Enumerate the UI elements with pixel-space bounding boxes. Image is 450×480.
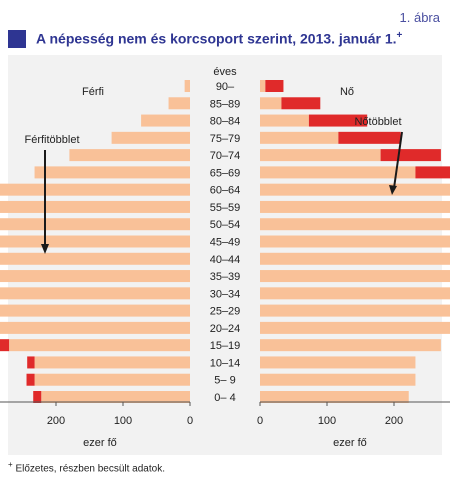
age-label-10: 50–54	[210, 219, 241, 231]
male-bar-5	[0, 304, 190, 317]
age-label-8: 40–44	[210, 254, 241, 266]
age-label-6: 30–34	[210, 288, 241, 300]
age-label-0: 0– 4	[214, 392, 235, 404]
female-bar-16	[260, 114, 309, 127]
male-tick-label-3: 200	[47, 415, 65, 427]
age-header: éves	[213, 66, 237, 78]
male-bar-8	[0, 252, 190, 265]
male-surplus-bar-3	[0, 339, 10, 352]
female-x-axis-title: ezer fő	[333, 437, 367, 449]
male-bar-13	[34, 166, 191, 179]
male-bar-0	[41, 391, 191, 403]
age-label-17: 85–89	[210, 98, 241, 110]
female-surplus-bar-13	[415, 166, 450, 179]
age-label-16: 80–84	[210, 116, 241, 128]
male-surplus-annotation: Férfitöbblet	[24, 134, 79, 146]
female-surplus-arrowhead	[389, 185, 397, 195]
female-surplus-bar-15	[338, 131, 401, 144]
footnote: + Előzetes, részben becsült adatok.	[8, 460, 165, 474]
age-label-12: 60–64	[210, 185, 241, 197]
male-bar-11	[0, 200, 190, 213]
male-surplus-bar-0	[33, 391, 42, 403]
female-bar-10	[260, 218, 450, 231]
male-bar-4	[0, 321, 190, 334]
male-bar-15	[111, 131, 190, 144]
female-surplus-annotation: Nőtöbblet	[354, 116, 401, 128]
female-surplus-bar-18	[265, 80, 284, 92]
male-bar-16	[141, 114, 190, 127]
female-tick-label-2: 200	[385, 415, 403, 427]
male-bar-9	[0, 235, 190, 248]
male-label: Férfi	[82, 86, 104, 98]
age-label-15: 75–79	[210, 133, 241, 145]
age-label-5: 25–29	[210, 306, 241, 318]
footnote-mark: +	[8, 460, 13, 469]
female-bar-17	[260, 97, 282, 110]
female-bar-9	[260, 235, 450, 248]
title-footnote-mark: +	[396, 30, 403, 41]
male-bar-12	[0, 183, 190, 196]
age-label-11: 55–59	[210, 202, 241, 214]
male-bar-2	[34, 356, 191, 369]
chart-title: A népesség nem és korcsoport szerint, 20…	[36, 30, 402, 47]
title-marker	[8, 30, 26, 48]
figure-label: 1. ábra	[399, 10, 440, 25]
female-surplus-bar-14	[380, 149, 441, 162]
female-bar-2	[260, 356, 416, 369]
female-tick-label-1: 100	[318, 415, 336, 427]
age-label-2: 10–14	[210, 357, 241, 369]
female-bar-3	[260, 339, 441, 352]
male-surplus-bar-2	[27, 356, 35, 369]
female-bar-12	[260, 183, 450, 196]
female-tick-label-0: 0	[257, 415, 263, 427]
female-bar-14	[260, 149, 381, 162]
age-label-1: 5– 9	[214, 375, 235, 387]
female-surplus-bar-16	[308, 114, 368, 127]
male-bar-17	[168, 97, 190, 110]
age-label-4: 20–24	[210, 323, 241, 335]
male-bar-3	[9, 339, 190, 352]
female-bar-11	[260, 200, 450, 213]
female-bar-6	[260, 287, 450, 300]
female-bar-7	[260, 270, 450, 283]
age-label-18: 90–	[216, 81, 235, 93]
footnote-text: Előzetes, részben becsült adatok.	[15, 463, 165, 475]
age-label-3: 15–19	[210, 340, 241, 352]
female-bar-8	[260, 252, 450, 265]
female-bar-18	[260, 80, 266, 92]
male-bar-7	[0, 270, 190, 283]
female-bar-13	[260, 166, 416, 179]
female-bar-5	[260, 304, 450, 317]
female-bar-0	[260, 391, 409, 403]
male-bar-1	[34, 373, 191, 386]
age-label-7: 35–39	[210, 271, 241, 283]
male-bar-18	[184, 80, 190, 92]
male-bar-14	[69, 149, 190, 162]
chart-title-text: A népesség nem és korcsoport szerint, 20…	[36, 30, 397, 47]
male-tick-label-5: 0	[187, 415, 193, 427]
female-surplus-bar-17	[281, 97, 321, 110]
female-bar-1	[260, 373, 416, 386]
male-bar-10	[0, 218, 191, 231]
male-surplus-bar-1	[26, 373, 35, 386]
female-bar-15	[260, 131, 339, 144]
male-bar-6	[0, 287, 191, 300]
male-surplus-arrowhead	[41, 244, 49, 254]
female-label: Nő	[340, 86, 354, 98]
age-label-9: 45–49	[210, 237, 241, 249]
age-label-13: 65–69	[210, 167, 241, 179]
male-x-axis-title: ezer fő	[83, 437, 117, 449]
female-surplus-arrow-line	[393, 131, 403, 189]
age-label-14: 70–74	[210, 150, 241, 162]
female-bar-4	[260, 321, 450, 334]
male-tick-label-4: 100	[114, 415, 132, 427]
